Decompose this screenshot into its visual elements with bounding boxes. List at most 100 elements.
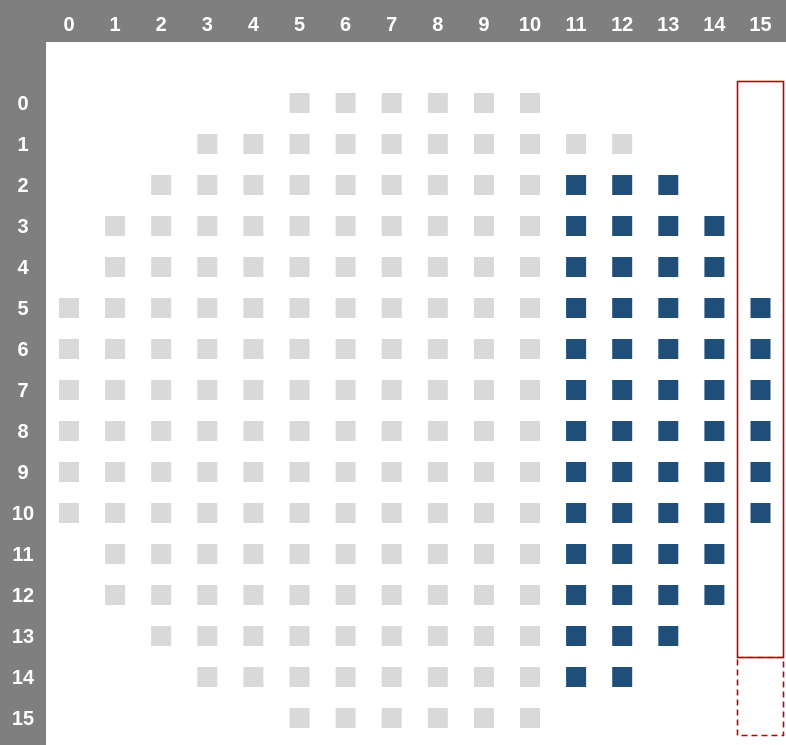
die-cell-inactive bbox=[427, 257, 448, 277]
die-cell-inactive bbox=[473, 298, 494, 318]
die-cell-inactive bbox=[197, 667, 218, 687]
die-cell-inactive bbox=[473, 175, 494, 195]
column-label: 11 bbox=[566, 14, 587, 36]
die-cell-inactive bbox=[381, 298, 402, 318]
die-cell-inactive bbox=[151, 216, 172, 236]
die-cell-inactive bbox=[520, 503, 540, 523]
die-cell-inactive bbox=[197, 257, 218, 277]
die-cell-inactive bbox=[427, 667, 448, 687]
die-cell-active bbox=[704, 380, 725, 400]
die-cell-inactive bbox=[243, 134, 264, 154]
die-cell-inactive bbox=[335, 298, 356, 318]
die-cell-inactive bbox=[243, 380, 264, 400]
die-cell-inactive bbox=[381, 503, 402, 523]
die-cell-active bbox=[750, 503, 771, 523]
die-cell-active bbox=[704, 421, 725, 441]
column-label: 4 bbox=[248, 14, 260, 36]
die-cell-inactive bbox=[520, 626, 540, 646]
die-cell-inactive bbox=[473, 667, 494, 687]
column-label: 12 bbox=[611, 14, 633, 36]
die-cell-inactive bbox=[197, 339, 218, 359]
die-cell-active bbox=[612, 503, 633, 523]
row-label: 7 bbox=[17, 380, 28, 402]
die-cell-inactive bbox=[197, 216, 218, 236]
die-cell-inactive bbox=[520, 298, 540, 318]
die-cell-inactive bbox=[289, 462, 310, 482]
die-cell-active bbox=[658, 216, 679, 236]
row-label: 0 bbox=[17, 93, 28, 115]
die-cell-active bbox=[704, 257, 725, 277]
die-cell-inactive bbox=[289, 93, 310, 113]
die-cell-inactive bbox=[197, 462, 218, 482]
die-cell-inactive bbox=[520, 544, 540, 564]
die-cell-inactive bbox=[243, 298, 264, 318]
die-cell-active bbox=[704, 585, 725, 605]
die-cell-inactive bbox=[151, 257, 172, 277]
die-cell-active bbox=[566, 216, 587, 236]
die-cell-inactive bbox=[381, 708, 402, 728]
die-cell-active bbox=[658, 380, 679, 400]
die-cell-inactive bbox=[520, 462, 540, 482]
die-cell-active bbox=[612, 667, 633, 687]
die-cell-inactive bbox=[520, 175, 540, 195]
die-cell-active bbox=[704, 339, 725, 359]
die-cell-active bbox=[566, 667, 587, 687]
column-label: 8 bbox=[432, 14, 443, 36]
row-label: 6 bbox=[17, 339, 28, 361]
row-label: 9 bbox=[17, 462, 28, 484]
column-label: 14 bbox=[703, 14, 726, 36]
die-cell-inactive bbox=[335, 134, 356, 154]
die-cell-active bbox=[612, 585, 633, 605]
die-cell-inactive bbox=[381, 93, 402, 113]
die-cell-inactive bbox=[520, 380, 540, 400]
die-cell-inactive bbox=[520, 257, 540, 277]
die-cell-inactive bbox=[473, 421, 494, 441]
die-cell-inactive bbox=[335, 544, 356, 564]
die-cell-inactive bbox=[289, 175, 310, 195]
die-cell-inactive bbox=[151, 339, 172, 359]
die-cell-inactive bbox=[381, 257, 402, 277]
die-cell-inactive bbox=[335, 667, 356, 687]
die-cell-active bbox=[658, 503, 679, 523]
die-cell-active bbox=[704, 216, 725, 236]
die-cell-inactive bbox=[381, 216, 402, 236]
column-header-band bbox=[0, 0, 786, 42]
row-label: 14 bbox=[12, 667, 35, 689]
die-cell-active bbox=[750, 421, 771, 441]
die-cell-inactive bbox=[243, 257, 264, 277]
die-cell-inactive bbox=[520, 216, 540, 236]
column-label: 1 bbox=[110, 14, 121, 36]
die-cell-inactive bbox=[335, 626, 356, 646]
row-label: 4 bbox=[17, 257, 29, 279]
column-label: 10 bbox=[519, 14, 541, 36]
die-cell-inactive bbox=[381, 626, 402, 646]
die-cell-inactive bbox=[151, 626, 172, 646]
die-cell-inactive bbox=[105, 421, 126, 441]
die-cell-active bbox=[612, 175, 633, 195]
die-cell-inactive bbox=[197, 380, 218, 400]
die-cell-active bbox=[612, 421, 633, 441]
die-cell-inactive bbox=[335, 421, 356, 441]
row-label: 15 bbox=[12, 708, 34, 730]
die-cell-inactive bbox=[105, 585, 126, 605]
die-cell-inactive bbox=[197, 134, 218, 154]
column-label: 9 bbox=[478, 14, 489, 36]
die-cell-inactive bbox=[289, 585, 310, 605]
die-cell-inactive bbox=[520, 134, 540, 154]
die-cell-inactive bbox=[289, 421, 310, 441]
die-cell-inactive bbox=[289, 544, 310, 564]
die-cell-inactive bbox=[381, 462, 402, 482]
die-cell-inactive bbox=[289, 257, 310, 277]
row-label: 5 bbox=[17, 298, 28, 320]
die-cell-inactive bbox=[243, 339, 264, 359]
die-cell-inactive bbox=[520, 667, 540, 687]
cell-grid bbox=[59, 93, 771, 728]
die-cell-inactive bbox=[473, 257, 494, 277]
die-cell-active bbox=[566, 298, 587, 318]
die-cell-inactive bbox=[105, 257, 126, 277]
die-cell-active bbox=[750, 380, 771, 400]
die-cell-active bbox=[704, 462, 725, 482]
die-cell-inactive bbox=[243, 626, 264, 646]
die-cell-inactive bbox=[289, 667, 310, 687]
